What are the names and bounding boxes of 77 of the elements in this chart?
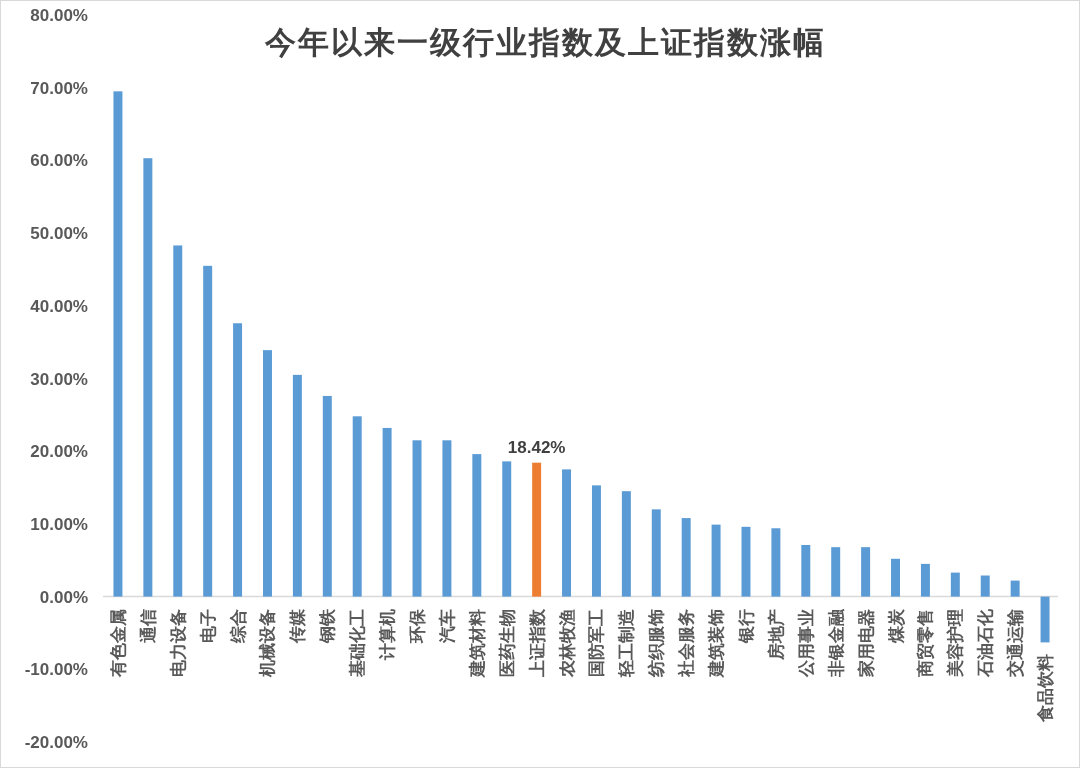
y-tick-label: 10.00% [30, 514, 88, 534]
x-tick-label: 建筑装饰 [706, 608, 726, 679]
bar [502, 461, 512, 597]
bar [562, 469, 572, 597]
x-tick-label: 美容护理 [945, 608, 965, 678]
bar [950, 572, 960, 597]
y-tick-label: 60.00% [30, 150, 88, 170]
bar [442, 440, 452, 597]
x-tick-label: 石油石化 [975, 607, 995, 678]
x-tick-label: 商贸零售 [915, 608, 935, 678]
bar [711, 524, 721, 597]
x-tick-label: 房地产 [766, 608, 786, 661]
x-tick-label: 计算机 [377, 608, 397, 661]
y-tick-label: 40.00% [30, 296, 88, 316]
bar [322, 395, 332, 597]
bar [292, 374, 302, 597]
x-tick-label: 银行 [736, 608, 756, 644]
x-tick-label: 基础化工 [347, 608, 367, 678]
y-tick-label: 70.00% [30, 78, 88, 98]
bar [591, 485, 601, 597]
x-tick-label: 食品饮料 [1035, 654, 1055, 724]
chart-title: 今年以来一级行业指数及上证指数涨幅 [263, 25, 826, 60]
y-tick-label: 50.00% [30, 223, 88, 243]
bar [233, 323, 243, 597]
bar [920, 563, 930, 597]
x-tick-label: 综合 [228, 608, 248, 644]
bar [771, 528, 781, 597]
bar [263, 350, 272, 597]
bar [651, 509, 661, 597]
x-tick-label: 轻工制造 [616, 608, 636, 678]
y-tick-label: 20.00% [30, 441, 88, 461]
y-tick-label: -20.00% [24, 732, 88, 752]
bar [801, 544, 811, 597]
data-label: 18.42% [507, 437, 566, 457]
x-tick-label: 机械设备 [257, 608, 277, 678]
x-tick-label: 电力设备 [168, 608, 188, 677]
bar [980, 575, 990, 597]
x-tick-label: 纺织服饰 [646, 608, 666, 678]
bar [472, 454, 482, 597]
bar [382, 427, 392, 597]
bar [412, 440, 422, 597]
bar [173, 245, 183, 597]
bar [143, 158, 153, 597]
x-tick-label: 上证指数 [527, 607, 547, 678]
x-tick-label: 社会服务 [676, 608, 696, 678]
x-tick-label: 公用事业 [796, 608, 816, 678]
bar [891, 558, 900, 597]
x-tick-label: 国防军工 [586, 608, 606, 677]
x-tick-label: 家用电器 [856, 608, 876, 678]
x-tick-label: 农林牧渔 [557, 608, 577, 678]
x-tick-label: 钢铁 [317, 607, 337, 644]
x-tick-label: 医药生物 [497, 608, 517, 677]
bar [352, 416, 362, 597]
bar [831, 547, 841, 597]
x-tick-label: 有色金属 [108, 608, 128, 678]
y-tick-label: -10.00% [24, 659, 88, 679]
x-tick-label: 汽车 [437, 608, 457, 644]
x-tick-label: 电子 [198, 608, 218, 643]
x-tick-label: 交通运输 [1005, 607, 1025, 678]
x-tick-label: 环保 [407, 607, 427, 644]
bar [861, 547, 871, 597]
bar [681, 518, 691, 597]
x-tick-label: 通信 [138, 608, 158, 644]
bar [113, 91, 123, 597]
y-tick-label: 0.00% [39, 587, 88, 607]
y-tick-label: 30.00% [30, 369, 88, 388]
y-tick-label: 80.00% [30, 5, 88, 25]
bar [621, 491, 631, 597]
x-tick-label: 传媒 [287, 607, 307, 644]
bar [532, 462, 542, 597]
x-tick-label: 煤炭 [886, 607, 906, 644]
bar [741, 526, 751, 597]
bar [1040, 596, 1050, 643]
x-tick-label: 建筑材料 [467, 608, 487, 679]
bar [203, 265, 213, 597]
bar [1010, 580, 1020, 597]
x-tick-label: 非银金融 [826, 607, 846, 678]
